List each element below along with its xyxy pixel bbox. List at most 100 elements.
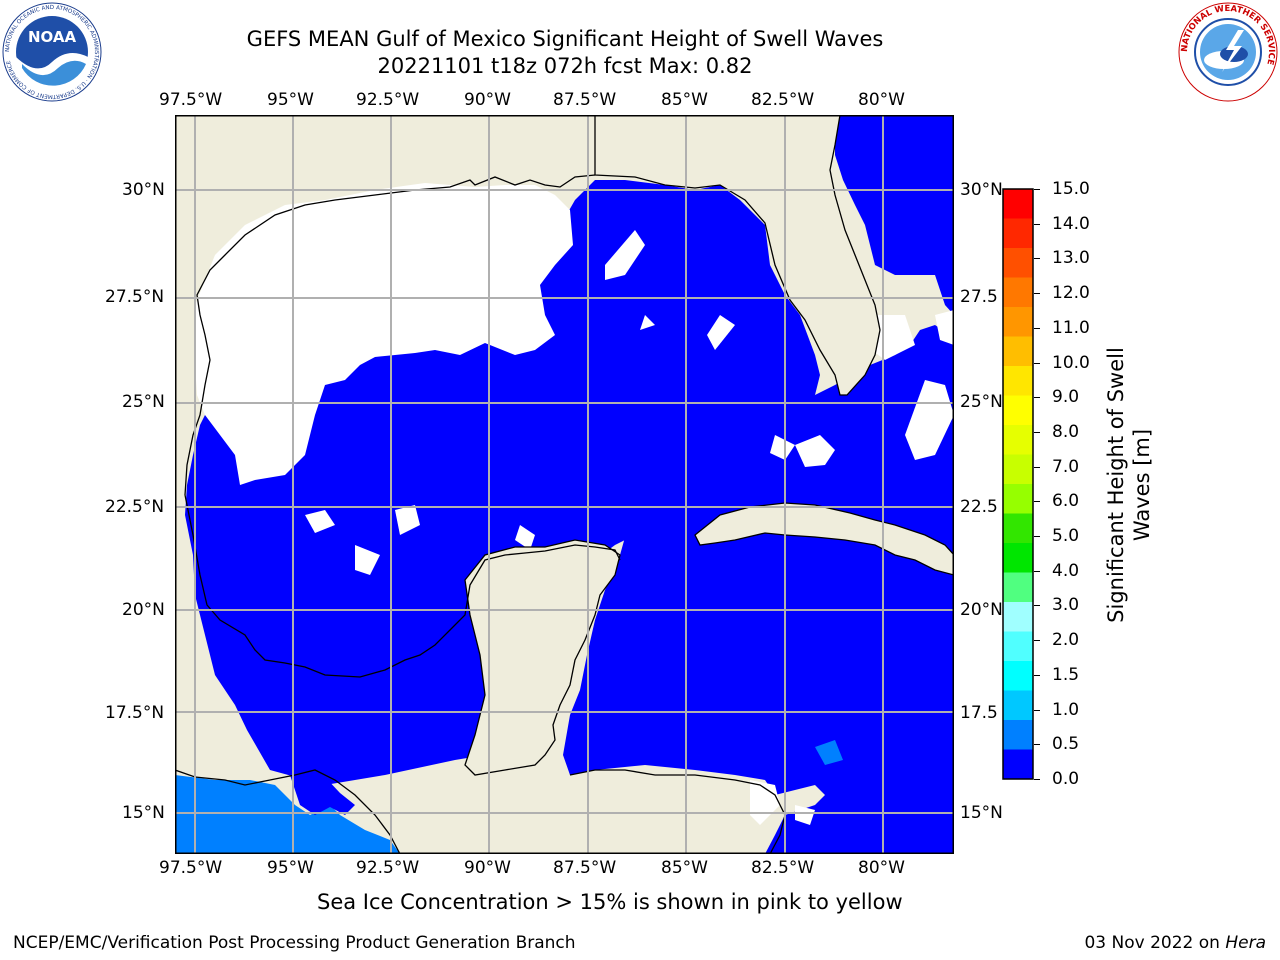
lon-label-top: 95°W: [267, 90, 314, 110]
sea-ice-note: Sea Ice Concentration > 15% is shown in …: [317, 890, 903, 914]
lat-label-left: 30°N: [122, 180, 165, 200]
colorbar-tick-label: 1.0: [1052, 699, 1080, 720]
lat-label-right: 25°N: [960, 392, 1003, 412]
chart-title: GEFS MEAN Gulf of Mexico Significant Hei…: [246, 27, 884, 51]
colorbar-tick-label: 15.0: [1052, 179, 1090, 199]
colorbar-tick-mark: [1034, 466, 1040, 468]
lat-label-right: 15°N: [960, 803, 1003, 823]
ocean-swell-pacific-inner: [290, 770, 355, 815]
colorbar-tick-mark: [1034, 536, 1040, 538]
land-cuba: [694, 502, 955, 576]
colorbar-segment: [1003, 720, 1033, 750]
lon-label-top: 87.5°W: [553, 90, 617, 110]
coastline-mexico: [184, 494, 621, 678]
ocean-swell-gulf: [185, 180, 820, 785]
colorbar-tick-label: 0.5: [1052, 734, 1080, 755]
lat-label-right: 30°N: [960, 180, 1003, 200]
lat-label-right: 22.5: [960, 497, 998, 517]
coastline-central-america: [174, 769, 401, 855]
lon-label-top: 92.5°W: [356, 90, 420, 110]
colorbar-svg: [1002, 188, 1034, 780]
colorbar-tick-mark: [1034, 397, 1040, 399]
colorbar-segment: [1003, 690, 1033, 721]
lon-label-bottom: 90°W: [464, 858, 511, 878]
lon-label-bottom: 92.5°W: [356, 858, 420, 878]
ocean-swell-pacific: [175, 775, 400, 854]
colorbar-tick-label: 11.0: [1052, 317, 1090, 338]
footer-left: NCEP/EMC/Verification Post Processing Pr…: [13, 933, 576, 953]
colorbar-segment: [1003, 749, 1033, 780]
colorbar-tick-label: 4.0: [1052, 560, 1080, 581]
colorbar-tick-label: 14.0: [1052, 213, 1090, 234]
footer-date: 03 Nov 2022 on: [1084, 933, 1226, 953]
map-panel: [174, 114, 955, 855]
nws-logo: NATIONAL WEATHER SERVICE: [1178, 2, 1278, 102]
lon-label-bottom: 85°W: [661, 858, 708, 878]
lon-label-bottom: 95°W: [267, 858, 314, 878]
lon-label-top: 85°W: [661, 90, 708, 110]
colorbar-tick-mark: [1034, 293, 1040, 295]
colorbar-tick-label: 8.0: [1052, 421, 1080, 442]
lon-label-bottom: 80°W: [858, 858, 905, 878]
colorbar-tick-mark: [1034, 327, 1040, 329]
colorbar-segment: [1003, 454, 1033, 485]
colorbar-tick-label: 12.0: [1052, 283, 1090, 304]
colorbar-tick-mark: [1034, 570, 1040, 572]
land-yucatan: [464, 539, 621, 776]
lon-label-top: 90°W: [464, 90, 511, 110]
lat-label-left: 20°N: [122, 600, 165, 620]
lon-label-bottom: 82.5°W: [751, 858, 815, 878]
lat-label-right: 27.5: [960, 287, 998, 307]
lon-label-top: 97.5°W: [159, 90, 223, 110]
colorbar-segment: [1003, 572, 1033, 603]
coastline: [184, 174, 596, 496]
colorbar-segment: [1003, 336, 1033, 367]
no-data-areas: [195, 183, 954, 825]
colorbar-tick-label: 10.0: [1052, 352, 1090, 373]
colorbar-tick-mark: [1034, 189, 1040, 190]
colorbar-tick-label: 7.0: [1052, 456, 1080, 477]
colorbar-segment: [1003, 277, 1033, 308]
colorbar-label: Significant Height of Swell Waves [m]: [1103, 335, 1163, 635]
colorbar-tick-label: 13.0: [1052, 248, 1090, 269]
lon-label-top: 82.5°W: [751, 90, 815, 110]
colorbar-tick-mark: [1034, 779, 1040, 780]
colorbar-frame: [1002, 188, 1034, 780]
coastline-honduras: [569, 769, 786, 855]
colorbar-tick-label: 3.0: [1052, 595, 1080, 616]
colorbar-tick-label: 5.0: [1052, 526, 1080, 547]
colorbar-tick-label: 2.0: [1052, 630, 1080, 651]
ocean-swell-caribbean-patch: [815, 740, 843, 765]
footer-host: Hera: [1225, 933, 1266, 953]
colorbar-tick-mark: [1034, 605, 1040, 607]
colorbar-segment: [1003, 366, 1033, 396]
colorbar-tick-mark: [1034, 258, 1040, 260]
colorbar: [1002, 188, 1034, 780]
lon-label-bottom: 97.5°W: [159, 858, 223, 878]
grid-lines: [175, 115, 954, 854]
chart-subtitle: 20221101 t18z 072h fcst Max: 0.82: [377, 54, 753, 78]
colorbar-segment: [1003, 425, 1033, 455]
colorbar-tick-mark: [1034, 674, 1040, 676]
colorbar-segment: [1003, 395, 1033, 426]
lat-label-left: 17.5°N: [105, 703, 165, 723]
colorbar-segment: [1003, 513, 1033, 544]
colorbar-tick-label: 0.0: [1052, 769, 1080, 789]
colorbar-segment: [1003, 248, 1033, 278]
colorbar-segment: [1003, 631, 1033, 662]
colorbar-segment: [1003, 189, 1033, 219]
colorbar-tick-mark: [1034, 362, 1040, 364]
map-svg: [174, 114, 955, 855]
colorbar-segment: [1003, 218, 1033, 249]
colorbar-ticks: 15.0 14.0 13.0 12.0 11.0 10.0 9.0 8.0 7.0 6.0 5.0 4…: [1034, 179, 1112, 790]
colorbar-tick-mark: [1034, 709, 1040, 711]
lon-label-top: 80°W: [858, 90, 905, 110]
lat-label-left: 15°N: [122, 803, 165, 823]
colorbar-tick-mark: [1034, 501, 1040, 503]
colorbar-label-line1: Significant Height of Swell: [1104, 347, 1128, 623]
lat-label-left: 27.5°N: [105, 287, 165, 307]
lat-label-left: 22.5°N: [105, 497, 165, 517]
colorbar-tick-label: 6.0: [1052, 491, 1080, 512]
colorbar-segment: [1003, 661, 1033, 691]
colorbar-tick-mark: [1034, 744, 1040, 746]
